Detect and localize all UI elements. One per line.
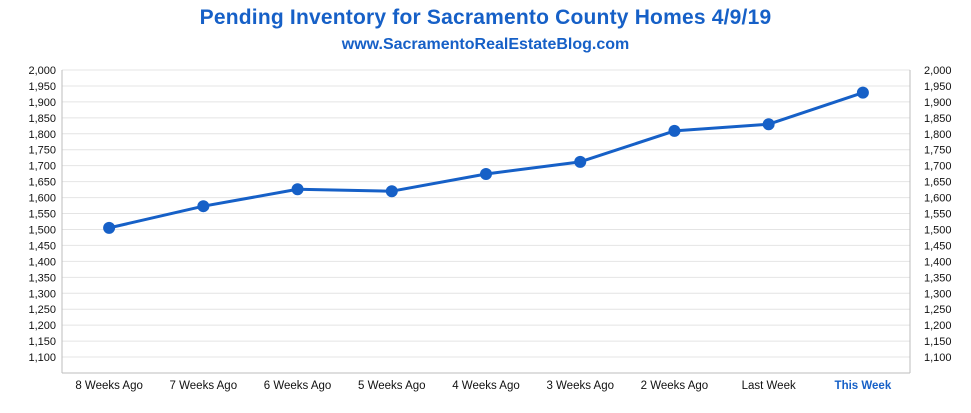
y-tick-label-right: 1,700 (924, 161, 952, 173)
data-point (385, 185, 398, 198)
y-tick-label-right: 1,200 (924, 320, 952, 332)
y-tick-label-right: 1,350 (924, 272, 952, 284)
x-tick-label: 5 Weeks Ago (358, 380, 426, 392)
y-tick-label-right: 1,500 (924, 224, 952, 236)
x-tick-label: Last Week (742, 380, 796, 392)
x-tick-label: This Week (835, 380, 892, 392)
data-point (762, 118, 775, 131)
y-tick-label-left: 1,250 (28, 304, 56, 316)
data-point (291, 183, 304, 196)
y-tick-label-right: 1,300 (924, 288, 952, 300)
chart-subtitle: www.SacramentoRealEstateBlog.com (341, 36, 630, 53)
data-point (480, 167, 492, 180)
y-tick-label-left: 1,950 (28, 81, 56, 93)
x-tick-label: 4 Weeks Ago (452, 380, 520, 392)
data-point (668, 124, 681, 137)
y-tick-label-right: 1,400 (924, 256, 952, 268)
y-tick-label-right: 1,850 (924, 113, 952, 125)
chart-title: Pending Inventory for Sacramento County … (199, 6, 772, 29)
y-tick-label-right: 1,250 (924, 304, 952, 316)
y-tick-label-left: 1,200 (28, 320, 56, 332)
y-tick-label-right: 1,650 (924, 177, 952, 189)
y-tick-label-left: 1,850 (28, 113, 56, 125)
y-tick-label-right: 1,550 (924, 209, 952, 221)
x-tick-label: 2 Weeks Ago (641, 380, 709, 392)
y-tick-label-right: 1,150 (924, 336, 952, 348)
x-tick-label: 7 Weeks Ago (170, 380, 238, 392)
y-tick-label-right: 1,750 (924, 145, 952, 157)
y-tick-label-right: 1,600 (924, 193, 952, 205)
y-tick-label-left: 1,150 (28, 336, 56, 348)
y-tick-label-left: 1,900 (28, 97, 56, 109)
data-point (197, 200, 210, 213)
y-tick-label-right: 1,100 (924, 352, 952, 364)
x-tick-label: 6 Weeks Ago (264, 380, 332, 392)
y-tick-label-right: 2,000 (924, 65, 952, 77)
y-tick-label-left: 1,750 (28, 145, 56, 157)
y-tick-label-left: 1,300 (28, 288, 56, 300)
x-tick-label: 3 Weeks Ago (546, 380, 614, 392)
y-tick-label-left: 1,800 (28, 129, 56, 141)
y-tick-label-left: 2,000 (28, 65, 56, 77)
y-tick-label-left: 1,400 (28, 256, 56, 268)
y-tick-label-left: 1,600 (28, 193, 56, 205)
data-point (856, 86, 869, 99)
series-line (108, 91, 864, 230)
y-tick-label-right: 1,950 (924, 81, 952, 93)
y-tick-label-left: 1,700 (28, 161, 56, 173)
y-tick-label-left: 1,650 (28, 177, 56, 189)
data-point (103, 221, 116, 234)
y-tick-label-right: 1,800 (924, 129, 952, 141)
data-point (574, 155, 587, 168)
x-tick-label: 8 Weeks Ago (75, 380, 143, 392)
y-tick-label-left: 1,350 (28, 272, 56, 284)
y-tick-label-left: 1,500 (28, 224, 56, 236)
y-tick-label-right: 1,900 (924, 97, 952, 109)
y-tick-label-left: 1,450 (28, 240, 56, 252)
y-tick-label-left: 1,550 (28, 209, 56, 221)
y-tick-label-right: 1,450 (924, 240, 952, 252)
y-tick-label-left: 1,100 (28, 352, 56, 364)
